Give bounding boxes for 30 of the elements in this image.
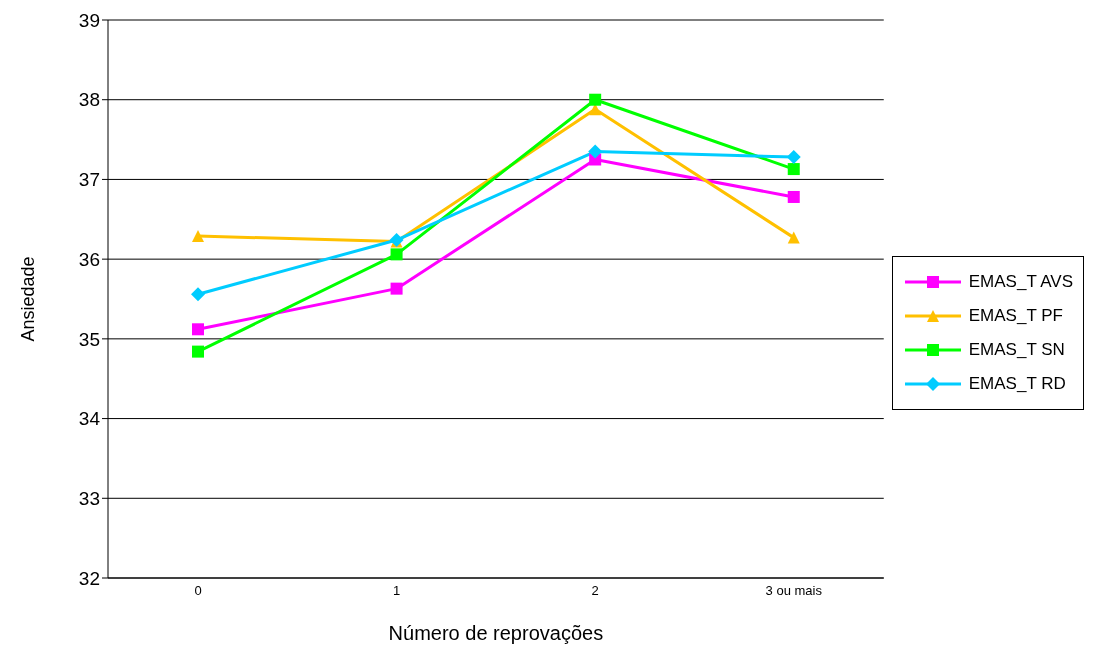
y-tick-label: 33 <box>78 488 100 510</box>
y-tick-label: 32 <box>78 567 100 589</box>
legend-label: EMAS_T AVS <box>968 272 1073 292</box>
legend-label: EMAS_T SN <box>968 340 1065 360</box>
point <box>192 230 204 243</box>
legend-label: EMAS_T RD <box>968 374 1066 394</box>
y-axis-title: Ansiedade <box>18 256 39 342</box>
y-tick-label: 37 <box>78 169 100 191</box>
y-tick-label: 39 <box>78 9 100 31</box>
x-tick-label: 3 ou mais <box>765 583 823 599</box>
point <box>786 150 801 165</box>
x-axis-title: Número de reprovações <box>388 622 604 644</box>
x-tick-label: 2 <box>591 583 599 599</box>
point <box>192 323 204 336</box>
legend-label: EMAS_T PF <box>968 306 1063 326</box>
y-tick-label: 36 <box>78 248 100 270</box>
point <box>390 248 403 261</box>
y-tick-label: 35 <box>78 328 100 350</box>
point <box>588 144 603 159</box>
point <box>191 287 205 302</box>
point <box>192 345 204 358</box>
x-tick-label: 1 <box>392 583 401 599</box>
y-tick-label: 34 <box>78 408 101 430</box>
point <box>589 93 602 106</box>
point <box>787 190 800 203</box>
y-tick-label: 38 <box>78 89 100 111</box>
point <box>787 163 800 176</box>
x-tick-label: 0 <box>194 583 202 599</box>
point <box>787 231 800 244</box>
point <box>390 282 403 295</box>
